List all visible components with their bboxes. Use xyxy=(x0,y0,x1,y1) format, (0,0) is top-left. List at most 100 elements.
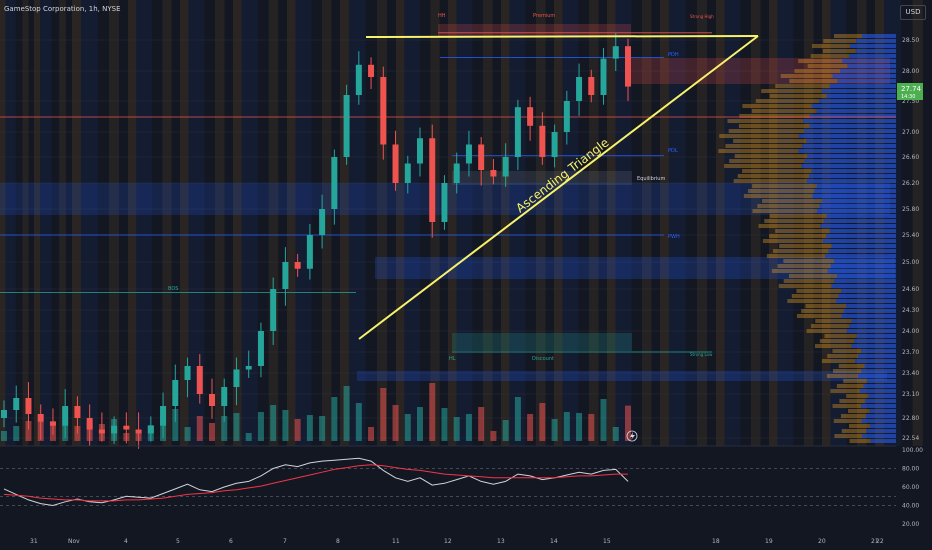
profile-bar-down xyxy=(836,384,864,388)
session-band xyxy=(615,0,632,446)
session-band xyxy=(509,0,526,446)
volume-bar xyxy=(294,419,301,441)
profile-bar-up xyxy=(856,334,896,338)
candle-body xyxy=(25,398,32,414)
profile-bar-up xyxy=(806,139,896,143)
pdh-label: PDH xyxy=(668,52,679,58)
premarket-band xyxy=(180,0,189,446)
profile-bar-down xyxy=(848,409,870,413)
profile-bar-up xyxy=(836,299,896,303)
afterhours-band xyxy=(59,0,66,446)
profile-bar-down xyxy=(789,79,838,83)
candle-body xyxy=(160,406,167,426)
zone-labels: Premium HH Strong High Equilibrium Disco… xyxy=(168,13,714,362)
rsi-tick-label: 80.00 xyxy=(902,466,919,473)
profile-bar-down xyxy=(725,144,803,148)
afterhours-band xyxy=(214,0,225,446)
candle-body xyxy=(86,418,93,430)
lightning-icon[interactable] xyxy=(626,430,638,442)
profile-bar-down xyxy=(838,364,865,368)
profile-bar-up xyxy=(849,54,896,58)
strong-low-label: Strong Low xyxy=(690,352,713,357)
profile-bar-down xyxy=(761,199,823,203)
profile-bar-up xyxy=(841,289,896,293)
premarket-band xyxy=(128,0,137,446)
profile-bar-down xyxy=(798,59,843,63)
equilibrium-label: Equilibrium xyxy=(637,176,665,182)
price-tick-label: 28.00 xyxy=(902,68,919,75)
candle-body xyxy=(380,77,387,145)
profile-bar-down xyxy=(719,134,799,138)
candle-body xyxy=(331,157,338,209)
price-axis[interactable]: 28.50 28.00 27.50 27.00 26.60 26.20 25.80 25.40… xyxy=(902,37,919,442)
profile-bar-down xyxy=(849,424,871,428)
profile-bar-up xyxy=(829,229,896,233)
volume-bar xyxy=(355,403,362,441)
premarket-band xyxy=(501,0,510,446)
bos-label: BOS xyxy=(168,286,178,292)
candle-body xyxy=(123,425,130,430)
symbol-title: GameStop Corporation, 1h, NYSE xyxy=(4,5,121,13)
profile-bar-up xyxy=(829,84,896,88)
profile-bar-down xyxy=(775,229,830,233)
profile-bar-up xyxy=(821,89,896,93)
rsi-axis[interactable]: 100.00 80.00 60.00 40.00 20.00 xyxy=(902,447,923,528)
afterhours-band xyxy=(376,0,388,446)
profile-bar-down xyxy=(801,309,844,313)
candle-body xyxy=(294,262,301,269)
time-tick-label: 21 xyxy=(871,538,879,545)
profile-bar-down xyxy=(787,299,837,303)
candle-body xyxy=(111,425,118,434)
profile-bar-up xyxy=(798,149,896,153)
candle-body xyxy=(612,46,619,59)
profile-bar-up xyxy=(838,294,896,298)
profile-bar-down xyxy=(826,374,859,378)
profile-bar-down xyxy=(733,139,807,143)
profile-bar-up xyxy=(841,314,896,318)
profile-bar-down xyxy=(832,349,862,353)
profile-bar-up xyxy=(803,119,896,123)
profile-bar-down xyxy=(762,239,823,243)
profile-bar-down xyxy=(807,64,848,68)
price-tick-label: 23.40 xyxy=(902,370,919,377)
volume-bar xyxy=(563,412,570,441)
candle-body xyxy=(184,366,191,380)
time-tick-label: 11 xyxy=(392,538,400,545)
session-band xyxy=(348,0,366,446)
volume-bar xyxy=(282,410,289,441)
volume-bar xyxy=(184,427,191,441)
profile-bar-up xyxy=(817,209,896,213)
volume-bar xyxy=(429,383,436,441)
volume-bar xyxy=(625,405,631,441)
profile-bar-up xyxy=(822,199,896,203)
profile-bar-up xyxy=(834,259,896,263)
profile-bar-up xyxy=(827,269,896,273)
volume-bar xyxy=(1,431,7,441)
profile-bar-up xyxy=(870,424,896,428)
profile-bar-down xyxy=(830,389,860,393)
premium-label: Premium xyxy=(533,13,555,19)
afterhours-band xyxy=(803,0,814,446)
premarket-band xyxy=(716,0,725,446)
profile-bar-down xyxy=(841,429,867,433)
volume-bar xyxy=(13,426,20,441)
time-tick-label: 19 xyxy=(765,538,773,545)
candle-body xyxy=(625,46,631,87)
volume-bar xyxy=(25,421,32,441)
profile-bar-down xyxy=(766,254,825,258)
currency-button[interactable]: USD xyxy=(900,5,926,20)
profile-bar-down xyxy=(729,159,805,163)
candle-body xyxy=(527,107,534,126)
candle-body xyxy=(343,95,350,157)
profile-bar-down xyxy=(788,274,838,278)
volume-bar xyxy=(257,412,264,441)
profile-bar-up xyxy=(870,439,896,443)
session-band xyxy=(40,0,52,446)
volume-bar xyxy=(319,416,326,441)
profile-bar-up xyxy=(866,429,896,433)
profile-bar-down xyxy=(815,319,852,323)
profile-bar-down xyxy=(758,224,821,228)
profile-bar-down xyxy=(843,379,867,383)
